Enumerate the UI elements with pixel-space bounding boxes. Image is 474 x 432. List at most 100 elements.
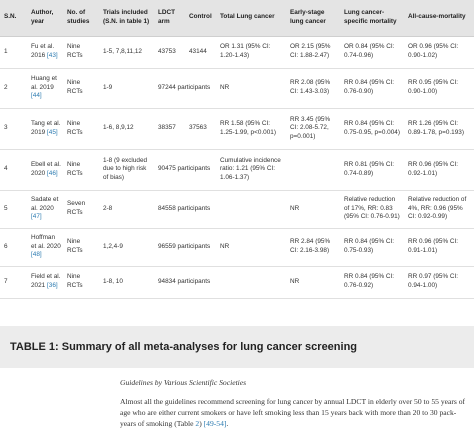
- meta-analyses-table-container: S.N. Author, year No. of studies Trials …: [0, 0, 474, 299]
- header-author: Author, year: [27, 0, 63, 37]
- table-header-row: S.N. Author, year No. of studies Trials …: [0, 0, 474, 37]
- cell-sn: 2: [0, 68, 27, 109]
- cell-acm: Relative reduction of 4%, RR: 0.96 (95% …: [404, 190, 474, 229]
- cell-lcsm: Relative reduction of 17%, RR: 0.83 (95%…: [340, 190, 404, 229]
- cell-ldct: 90475 participants: [154, 149, 216, 191]
- cell-studies: Nine RCTs: [63, 36, 99, 69]
- cell-control: 37563: [185, 108, 216, 150]
- header-early-stage: Early-stage lung cancer: [286, 0, 340, 37]
- cell-acm: OR 0.96 (95% CI: 0.90-1.02): [404, 36, 474, 69]
- table-caption-bar: TABLE 1: Summary of all meta-analyses fo…: [0, 326, 474, 368]
- header-total-lung-cancer: Total Lung cancer: [216, 0, 286, 37]
- cell-sn: 3: [0, 108, 27, 150]
- cell-total: Cumulative incidence ratio: 1.21 (95% CI…: [216, 149, 286, 191]
- cell-author: Ebell et al. 2020 [46]: [27, 149, 63, 191]
- cell-trials: 1-8 (9 excluded due to high risk of bias…: [99, 149, 154, 191]
- reference-link[interactable]: [46]: [47, 169, 58, 177]
- table-row: 7 Field et al. 2021 [36] Nine RCTs 1-8, …: [0, 266, 474, 299]
- reference-link[interactable]: [44]: [31, 92, 42, 100]
- cell-ldct: 84558 participants: [154, 190, 216, 229]
- table-row: 1 Fu et al. 2016 [43] Nine RCTs 1-5, 7,8…: [0, 36, 474, 69]
- cell-control: 43144: [185, 36, 216, 69]
- cell-studies: Nine RCTs: [63, 68, 99, 109]
- cell-trials: 1-8, 10: [99, 266, 154, 299]
- author-text: Hoffman et al. 2020: [31, 234, 61, 250]
- references-link[interactable]: [49-54]: [203, 418, 227, 428]
- cell-sn: 1: [0, 36, 27, 69]
- cell-lcsm: RR 0.84 (95% CI: 0.76-0.92): [340, 266, 404, 299]
- table-2-link[interactable]: 2: [195, 418, 200, 428]
- table-row: 2 Huang et al. 2019 [44] Nine RCTs 1-9 9…: [0, 68, 474, 109]
- cell-early: RR 2.84 (95% CI: 2.16-3.98): [286, 228, 340, 267]
- cell-trials: 2-8: [99, 190, 154, 229]
- author-text: Sadate et al. 2020: [31, 196, 59, 212]
- guidelines-paragraph: Almost all the guidelines recommend scre…: [120, 397, 466, 428]
- reference-link[interactable]: [36]: [47, 282, 58, 289]
- cell-total: OR 1.31 (95% CI: 1.20-1.43): [216, 36, 286, 69]
- paragraph-end: .: [226, 418, 229, 428]
- cell-early: [286, 149, 340, 191]
- header-sn: S.N.: [0, 0, 27, 37]
- author-text: Huang et al. 2019: [31, 75, 57, 91]
- cell-author: Field et al. 2021 [36]: [27, 266, 63, 299]
- header-acm: All-cause-mortality: [404, 0, 474, 37]
- paragraph-text: Almost all the guidelines recommend scre…: [120, 397, 466, 428]
- cell-lcsm: RR 0.84 (95% CI: 0.76-0.90): [340, 68, 404, 109]
- cell-ldct: 97244 participants: [154, 68, 216, 109]
- cell-trials: 1,2,4-9: [99, 228, 154, 267]
- cell-studies: Nine RCTs: [63, 228, 99, 267]
- cell-sn: 7: [0, 266, 27, 299]
- cell-lcsm: RR 0.81 (95% CI: 0.74-0.89): [340, 149, 404, 191]
- cell-author: Huang et al. 2019 [44]: [27, 68, 63, 109]
- table-row: 5 Sadate et al. 2020 [47] Seven RCTs 2-8…: [0, 190, 474, 229]
- author-text: Tang et al. 2019: [31, 119, 61, 136]
- cell-acm: RR 0.97 (95% CI: 0.94-1.00): [404, 266, 474, 299]
- cell-total: NR: [216, 228, 286, 267]
- cell-sn: 5: [0, 190, 27, 229]
- cell-trials: 1-6, 8,9,12: [99, 108, 154, 150]
- guidelines-section: Guidelines by Various Scientific Societi…: [120, 378, 470, 429]
- cell-trials: 1-5, 7,8,11,12: [99, 36, 154, 69]
- author-text: Fu et al. 2016: [31, 43, 55, 59]
- cell-early: NR: [286, 190, 340, 229]
- meta-analyses-table: S.N. Author, year No. of studies Trials …: [0, 0, 474, 299]
- cell-lcsm: RR 0.84 (95% CI: 0.75-0.93): [340, 228, 404, 267]
- reference-link[interactable]: [43]: [47, 52, 58, 59]
- cell-studies: Seven RCTs: [63, 190, 99, 229]
- header-trials: Trials included (S.N. in table 1): [99, 0, 154, 37]
- cell-total: NR: [216, 68, 286, 109]
- cell-ldct: 94834 participants: [154, 266, 216, 299]
- header-ldct: LDCT arm: [154, 0, 185, 37]
- cell-total: [216, 190, 286, 229]
- cell-early: RR 2.08 (95% CI: 1.43-3.03): [286, 68, 340, 109]
- cell-total: [216, 266, 286, 299]
- reference-link[interactable]: [45]: [47, 128, 58, 136]
- reference-link[interactable]: [48]: [31, 251, 42, 259]
- cell-early: NR: [286, 266, 340, 299]
- cell-author: Tang et al. 2019 [45]: [27, 108, 63, 150]
- cell-early: RR 3.45 (95% CI: 2.08-5.72, p=0.001): [286, 108, 340, 150]
- table-row: 4 Ebell et al. 2020 [46] Nine RCTs 1-8 (…: [0, 149, 474, 191]
- cell-lcsm: RR 0.84 (95% CI: 0.75-0.95, p=0.004): [340, 108, 404, 150]
- cell-sn: 4: [0, 149, 27, 191]
- header-lcsm: Lung cancer-specific mortality: [340, 0, 404, 37]
- cell-author: Hoffman et al. 2020 [48]: [27, 228, 63, 267]
- cell-ldct: 43753: [154, 36, 185, 69]
- header-studies: No. of studies: [63, 0, 99, 37]
- cell-ldct: 38357: [154, 108, 185, 150]
- reference-link[interactable]: [47]: [31, 213, 42, 221]
- cell-acm: RR 0.96 (95% CI: 0.91-1.01): [404, 228, 474, 267]
- cell-early: OR 2.15 (95% CI: 1.88-2.47): [286, 36, 340, 69]
- author-text: Field et al. 2021: [31, 273, 61, 289]
- cell-acm: RR 0.95 (95% CI: 0.90-1.00): [404, 68, 474, 109]
- cell-acm: RR 0.96 (95% CI: 0.92-1.01): [404, 149, 474, 191]
- table-row: 6 Hoffman et al. 2020 [48] Nine RCTs 1,2…: [0, 228, 474, 267]
- table-caption: TABLE 1: Summary of all meta-analyses fo…: [10, 341, 358, 353]
- cell-studies: Nine RCTs: [63, 108, 99, 150]
- cell-author: Sadate et al. 2020 [47]: [27, 190, 63, 229]
- cell-author: Fu et al. 2016 [43]: [27, 36, 63, 69]
- cell-lcsm: OR 0.84 (95% CI: 0.74-0.96): [340, 36, 404, 69]
- author-text: Ebell et al. 2020: [31, 160, 61, 177]
- cell-trials: 1-9: [99, 68, 154, 109]
- table-row: 3 Tang et al. 2019 [45] Nine RCTs 1-6, 8…: [0, 108, 474, 150]
